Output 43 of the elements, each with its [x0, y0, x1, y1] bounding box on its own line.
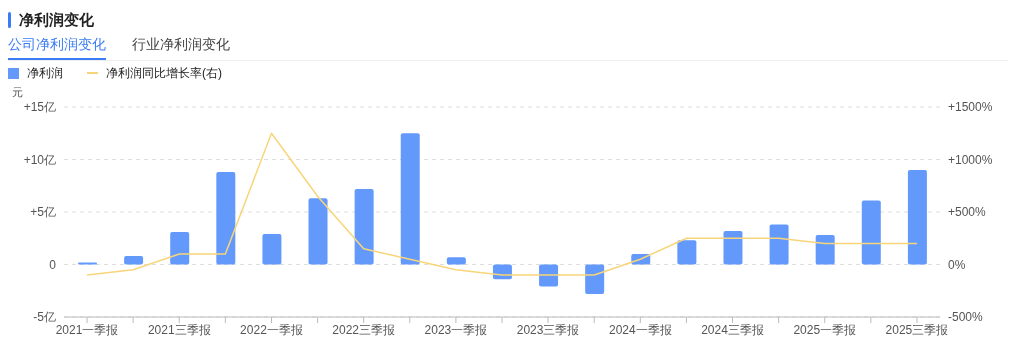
y2-tick-label: -500% [948, 310, 984, 325]
text: 公司净利润变化 [8, 36, 106, 60]
bar [769, 224, 789, 265]
bar [815, 235, 835, 265]
x-tick-label: 2025三季报 [885, 322, 949, 337]
bar [308, 198, 328, 265]
y2-tick-label: +1500% [948, 100, 993, 115]
legend-label: 净利润 [27, 64, 63, 82]
x-tick-label: 2024三季报 [701, 322, 764, 337]
bar [677, 240, 697, 265]
x-tick-label: 2022一季报 [240, 322, 303, 337]
bar [446, 257, 466, 265]
bar [907, 170, 927, 265]
x-tick-label: 2021一季报 [55, 322, 119, 337]
y-axis-title: 元 [11, 85, 24, 99]
y2-tick-label: 0% [948, 257, 966, 272]
bar [400, 133, 420, 265]
x-tick-label: 2023一季报 [424, 322, 488, 337]
bar [124, 256, 144, 265]
y-tick-label: +15亿 [23, 100, 56, 115]
bar [216, 172, 236, 265]
bar [585, 264, 605, 294]
bar [170, 231, 190, 265]
bar [723, 230, 743, 265]
bar [354, 188, 374, 265]
bar [539, 264, 559, 287]
y2-tick-label: +500% [948, 205, 987, 220]
x-tick-label: 2025一季报 [793, 322, 857, 337]
text: 行业净利润变化 [132, 36, 230, 54]
y-tick-label: +10亿 [23, 152, 56, 167]
x-tick-label: 2022三季报 [332, 322, 396, 337]
legend-label: 净利润同比增长率(右) [106, 64, 222, 82]
x-tick-label: 2024一季报 [608, 322, 672, 337]
y-tick-label: +5亿 [30, 205, 56, 220]
y2-tick-label: +1000% [948, 152, 993, 167]
chart-title: 净利润变化 [19, 10, 94, 30]
bar [262, 234, 282, 265]
bar [861, 200, 881, 265]
y-tick-label: -5亿 [33, 310, 56, 325]
x-tick-label: 2023三季报 [516, 322, 580, 337]
y-tick-label: 0 [49, 257, 57, 272]
line-series [86, 132, 918, 276]
x-tick-label: 2021三季报 [147, 322, 211, 337]
